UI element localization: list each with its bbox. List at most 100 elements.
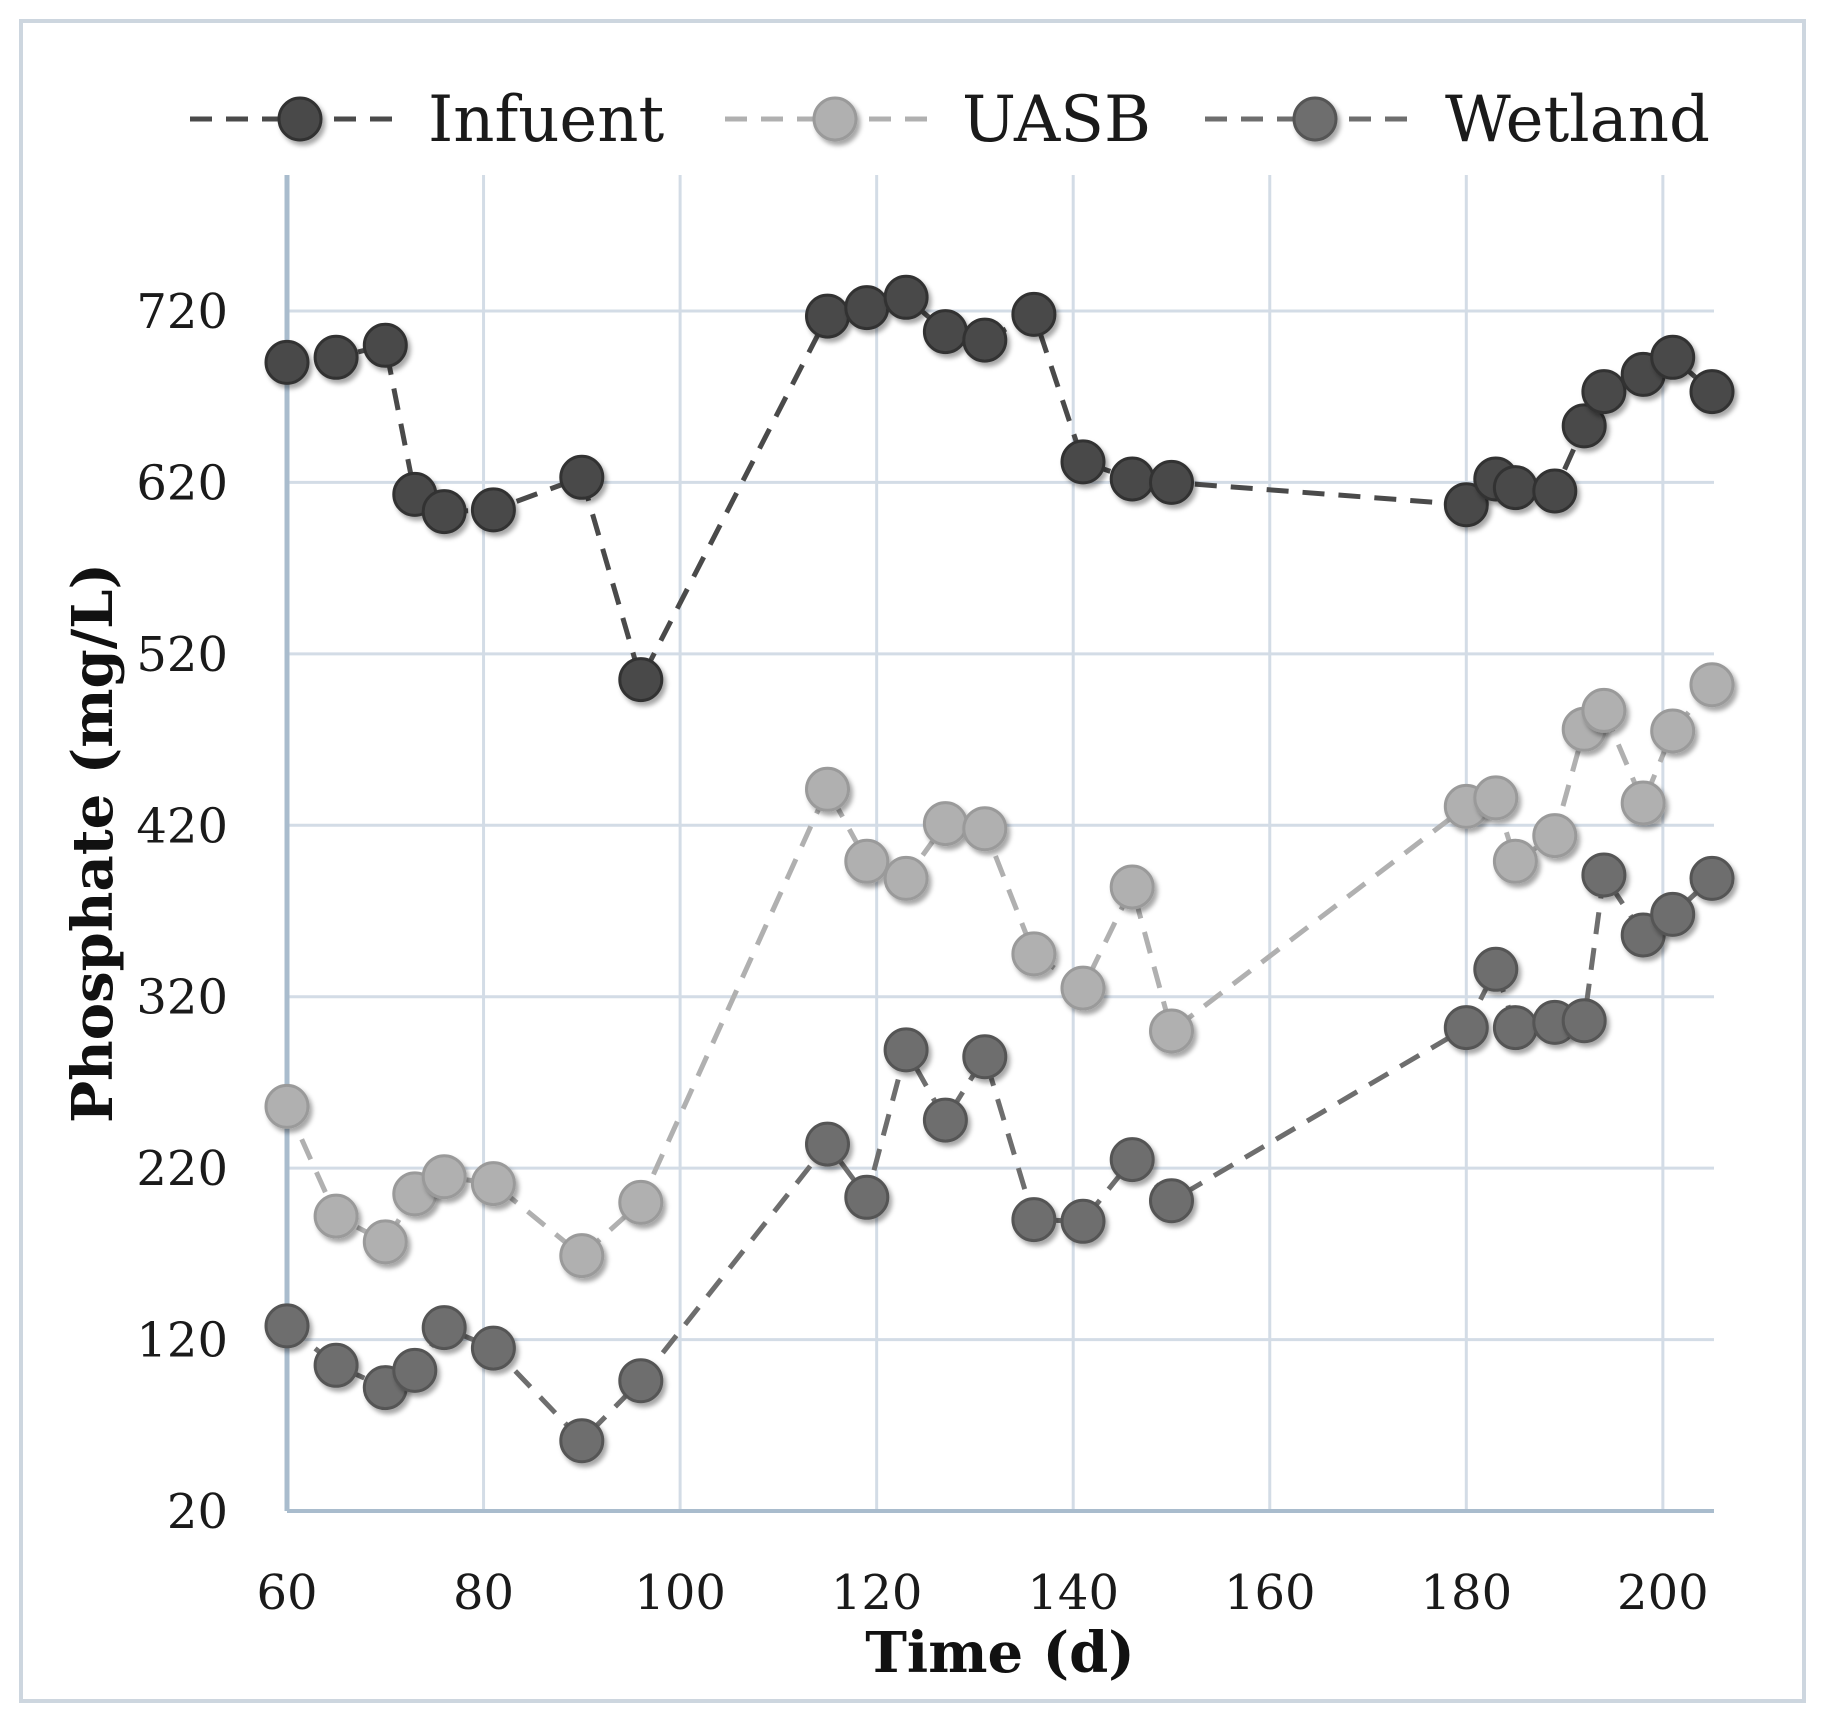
data-point-uasb [962, 806, 1008, 852]
data-point-uasb [421, 1154, 467, 1200]
tick-labels: 20 120 220 320 420 520 620 720 60 80 100 120 140 160 1… [136, 284, 1708, 1621]
data-point-wetland [1473, 946, 1519, 992]
data-point-wetland [1109, 1137, 1155, 1183]
data-point-uasb [470, 1161, 516, 1207]
data-point-uasb [883, 855, 929, 901]
data-point-infuent [1060, 439, 1106, 485]
y-tick-label: 220 [136, 1141, 228, 1197]
data-point-wetland [1492, 1005, 1538, 1051]
data-point-infuent [313, 334, 359, 380]
data-point-wetland [1060, 1198, 1106, 1244]
data-point-infuent [618, 657, 664, 703]
data-point-infuent [844, 285, 890, 331]
y-tick-label: 520 [136, 627, 228, 683]
data-point-wetland [1149, 1178, 1194, 1224]
data-point-wetland [1689, 855, 1735, 901]
data-point-uasb [1149, 1008, 1194, 1054]
data-point-uasb [362, 1219, 408, 1265]
data-point-infuent [1149, 459, 1194, 505]
y-tick-label: 320 [136, 970, 228, 1026]
data-point-infuent [559, 454, 605, 500]
legend-marker-uasb [812, 96, 858, 142]
data-point-infuent [922, 309, 968, 355]
data-point-uasb [1473, 775, 1519, 821]
data-point-uasb [1689, 662, 1735, 708]
legend-item-infuent: Infuent [190, 83, 665, 157]
data-point-uasb [1532, 813, 1578, 859]
series-line-uasb [284, 683, 1714, 1259]
legend-label-infuent: Infuent [428, 83, 665, 157]
data-point-infuent [1443, 482, 1489, 528]
data-point-infuent [1581, 369, 1627, 415]
data-point-uasb [1060, 965, 1106, 1011]
y-tick-label: 620 [136, 455, 228, 511]
data-point-uasb [1492, 838, 1538, 884]
y-tick-label: 20 [167, 1484, 228, 1540]
data-point-uasb [1581, 687, 1627, 733]
data-point-infuent [805, 293, 850, 339]
x-tick-label: 100 [634, 1565, 726, 1621]
data-point-wetland [922, 1097, 968, 1143]
y-tick-label: 120 [136, 1313, 228, 1369]
data-point-wetland [962, 1034, 1008, 1080]
data-point-infuent [1011, 291, 1057, 337]
data-point-infuent [421, 489, 467, 535]
data-point-infuent [883, 274, 929, 320]
y-tick-label: 420 [136, 798, 228, 854]
data-point-uasb [313, 1193, 359, 1239]
x-tick-label: 80 [453, 1565, 514, 1621]
data-point-wetland [1561, 998, 1607, 1044]
data-point-uasb [1011, 931, 1057, 977]
data-point-wetland [883, 1027, 929, 1073]
legend-label-uasb: UASB [962, 83, 1151, 157]
legend-marker-wetland [1292, 96, 1338, 142]
data-point-wetland [1650, 891, 1696, 937]
x-tick-label: 180 [1420, 1565, 1512, 1621]
x-tick-label: 60 [256, 1565, 317, 1621]
data-point-infuent [1532, 468, 1578, 514]
data-point-wetland [1443, 1005, 1489, 1051]
data-point-infuent [1561, 403, 1607, 449]
data-point-wetland [421, 1305, 467, 1351]
y-tick-label: 720 [136, 284, 228, 340]
data-point-infuent [1689, 369, 1735, 415]
data-point-wetland [618, 1358, 664, 1404]
legend-marker-infuent [277, 96, 323, 142]
data-point-uasb [264, 1083, 310, 1129]
data-point-infuent [264, 339, 310, 385]
legend: Infuent UASB Wetland [190, 83, 1710, 157]
data-point-infuent [962, 317, 1008, 363]
legend-item-wetland: Wetland [1205, 83, 1710, 157]
data-point-uasb [844, 838, 890, 884]
axes [284, 175, 1714, 1513]
data-point-uasb [805, 766, 850, 812]
data-point-uasb [559, 1233, 605, 1279]
data-point-infuent [470, 487, 516, 533]
data-point-infuent [1650, 334, 1696, 380]
data-point-uasb [1620, 780, 1666, 826]
data-point-wetland [559, 1418, 605, 1464]
data-point-uasb [1650, 708, 1696, 754]
data-point-uasb [618, 1179, 664, 1225]
data-point-wetland [470, 1325, 516, 1371]
data-point-wetland [805, 1121, 850, 1167]
data-point-uasb [922, 801, 968, 847]
legend-label-wetland: Wetland [1445, 83, 1710, 157]
series-layer [264, 274, 1735, 1464]
y-axis-title: Phosphate (mg/L) [60, 563, 126, 1123]
x-tick-label: 120 [831, 1565, 923, 1621]
x-tick-label: 200 [1617, 1565, 1709, 1621]
data-point-wetland [392, 1347, 438, 1393]
data-point-uasb [1109, 864, 1155, 910]
data-point-wetland [1011, 1197, 1057, 1243]
x-axis-title: Time (d) [865, 1620, 1134, 1686]
x-tick-label: 160 [1224, 1565, 1316, 1621]
x-tick-label: 140 [1027, 1565, 1119, 1621]
data-point-wetland [844, 1174, 890, 1220]
data-point-infuent [1492, 465, 1538, 511]
data-point-infuent [1109, 456, 1155, 502]
data-point-wetland [1581, 852, 1627, 898]
data-point-wetland [264, 1303, 310, 1349]
